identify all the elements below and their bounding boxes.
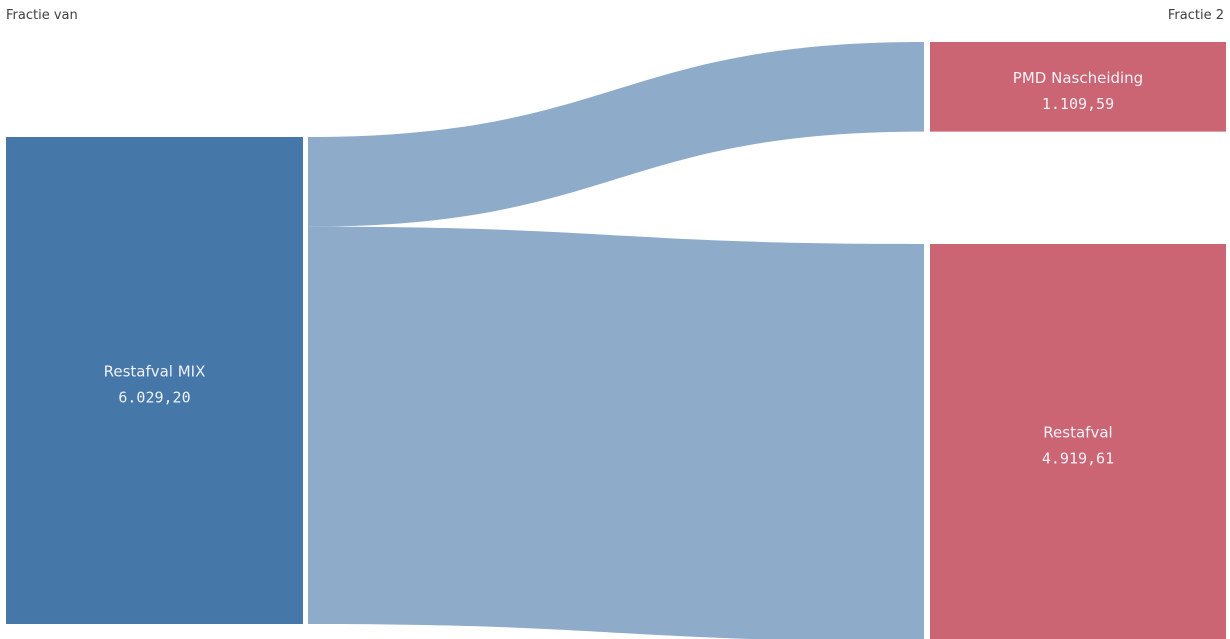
- node-source-0-value: 6.029,20: [118, 389, 190, 407]
- column-label-source: Fractie van: [6, 8, 78, 23]
- column-label-target: Fractie 2: [1167, 8, 1224, 23]
- node-target-0-label: PMD Nascheiding: [1013, 69, 1143, 87]
- node-target-0-value: 1.109,59: [1042, 95, 1114, 113]
- node-target-0-rect[interactable]: [930, 42, 1226, 132]
- nodes-layer: Restafval MIX 6.029,20 PMD Nascheiding 1.10…: [6, 42, 1226, 639]
- node-target-1-rect[interactable]: [930, 244, 1226, 639]
- link-1[interactable]: [308, 226, 924, 639]
- node-target-1-label: Restafval: [1043, 424, 1112, 442]
- node-target-0[interactable]: PMD Nascheiding 1.109,59: [930, 42, 1226, 132]
- node-source-0-rect[interactable]: [6, 137, 303, 624]
- node-target-1[interactable]: Restafval 4.919,61: [930, 244, 1226, 639]
- node-source-0[interactable]: Restafval MIX 6.029,20: [6, 137, 303, 624]
- link-0[interactable]: [308, 42, 924, 227]
- links-layer: [308, 42, 924, 639]
- node-target-1-value: 4.919,61: [1042, 450, 1114, 468]
- node-source-0-label: Restafval MIX: [104, 363, 206, 381]
